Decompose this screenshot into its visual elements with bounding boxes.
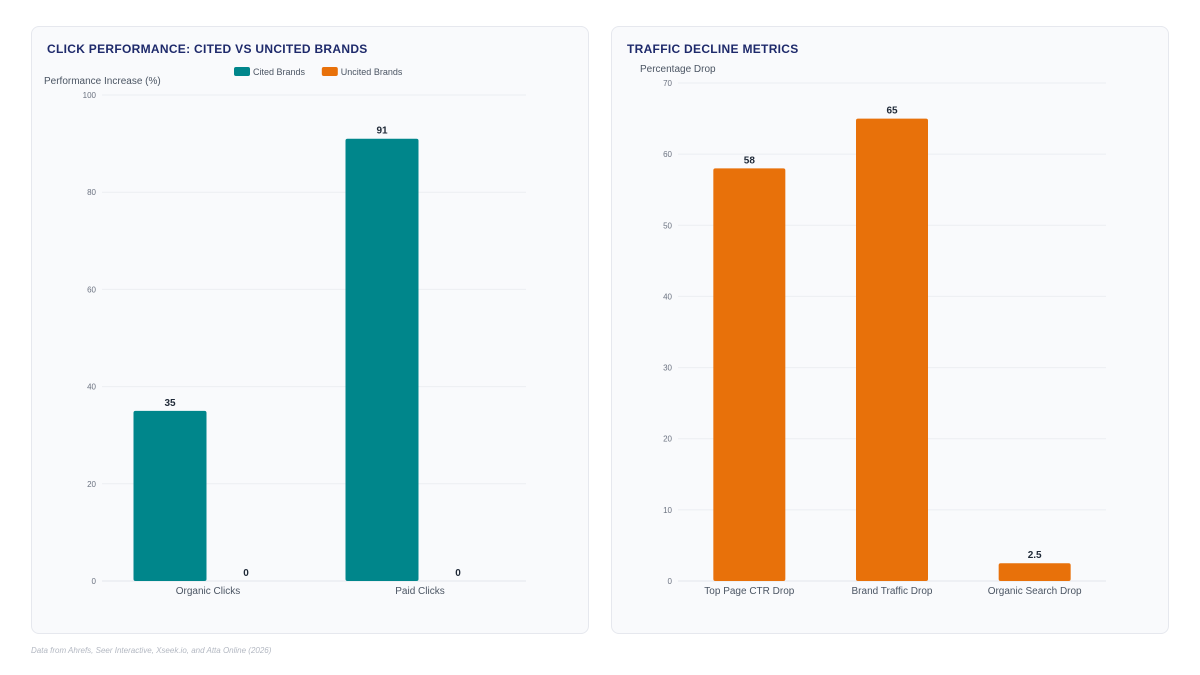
legend-swatch (321, 67, 338, 76)
legend-label: Uncited Brands (341, 67, 403, 77)
y-tick-label: 60 (87, 285, 96, 294)
data-label: 91 (376, 126, 388, 137)
y-tick-label: 0 (92, 577, 97, 586)
chart-title: CLICK PERFORMANCE: CITED VS UNCITED BRAN… (47, 42, 368, 56)
y-tick-label: 10 (663, 506, 672, 515)
data-label: 58 (744, 155, 756, 166)
y-tick-label: 60 (663, 150, 672, 159)
y-tick-label: 0 (668, 577, 673, 586)
click-performance-card: CLICK PERFORMANCE: CITED VS UNCITED BRAN… (31, 26, 589, 634)
source-footnote: Data from Ahrefs, Seer Interactive, Xsee… (31, 646, 272, 655)
data-label: 2.5 (1028, 550, 1042, 561)
data-label: 65 (886, 106, 898, 117)
x-tick-label: Top Page CTR Drop (704, 586, 794, 597)
bar (133, 410, 207, 581)
y-tick-label: 20 (87, 480, 96, 489)
x-tick-label: Paid Clicks (395, 586, 444, 597)
x-tick-label: Organic Clicks (176, 586, 240, 597)
y-tick-label: 70 (663, 79, 672, 88)
y-tick-label: 80 (87, 188, 96, 197)
bar (856, 118, 928, 582)
y-tick-label: 40 (87, 383, 96, 392)
y-tick-label: 40 (663, 292, 672, 301)
bar (998, 563, 1071, 581)
y-tick-label: 30 (663, 364, 672, 373)
bar (713, 168, 786, 581)
y-tick-label: 100 (83, 91, 97, 100)
traffic-decline-chart: 0 10 20 30 40 50 60 70 Percentage Drop 58 Top Page… (640, 64, 1106, 597)
legend-swatch (234, 67, 250, 76)
x-tick-label: Brand Traffic Drop (852, 586, 933, 597)
click-performance-chart: 0 20 40 60 80 100 Performance Increase (%) Cite… (44, 67, 526, 597)
bar (345, 138, 419, 581)
y-axis-label: Percentage Drop (640, 64, 716, 75)
data-label: 35 (164, 398, 176, 409)
y-tick-label: 50 (663, 221, 672, 230)
chart-title: TRAFFIC DECLINE METRICS (627, 42, 799, 56)
traffic-decline-card: TRAFFIC DECLINE METRICS 0 10 20 30 40 50 60 70 P… (611, 26, 1169, 634)
y-tick-label: 20 (663, 435, 672, 444)
legend-label: Cited Brands (253, 67, 306, 77)
x-tick-label: Organic Search Drop (988, 586, 1082, 597)
data-label: 0 (243, 568, 249, 579)
y-axis-label: Performance Increase (%) (44, 76, 161, 87)
data-label: 0 (455, 568, 461, 579)
